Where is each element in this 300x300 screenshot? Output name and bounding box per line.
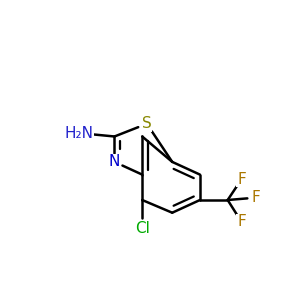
Text: F: F [251,190,260,205]
Text: N: N [109,154,120,169]
Text: S: S [142,116,152,131]
Text: F: F [237,214,246,230]
Text: F: F [237,172,246,187]
Text: Cl: Cl [135,221,150,236]
Text: H₂N: H₂N [64,125,93,140]
